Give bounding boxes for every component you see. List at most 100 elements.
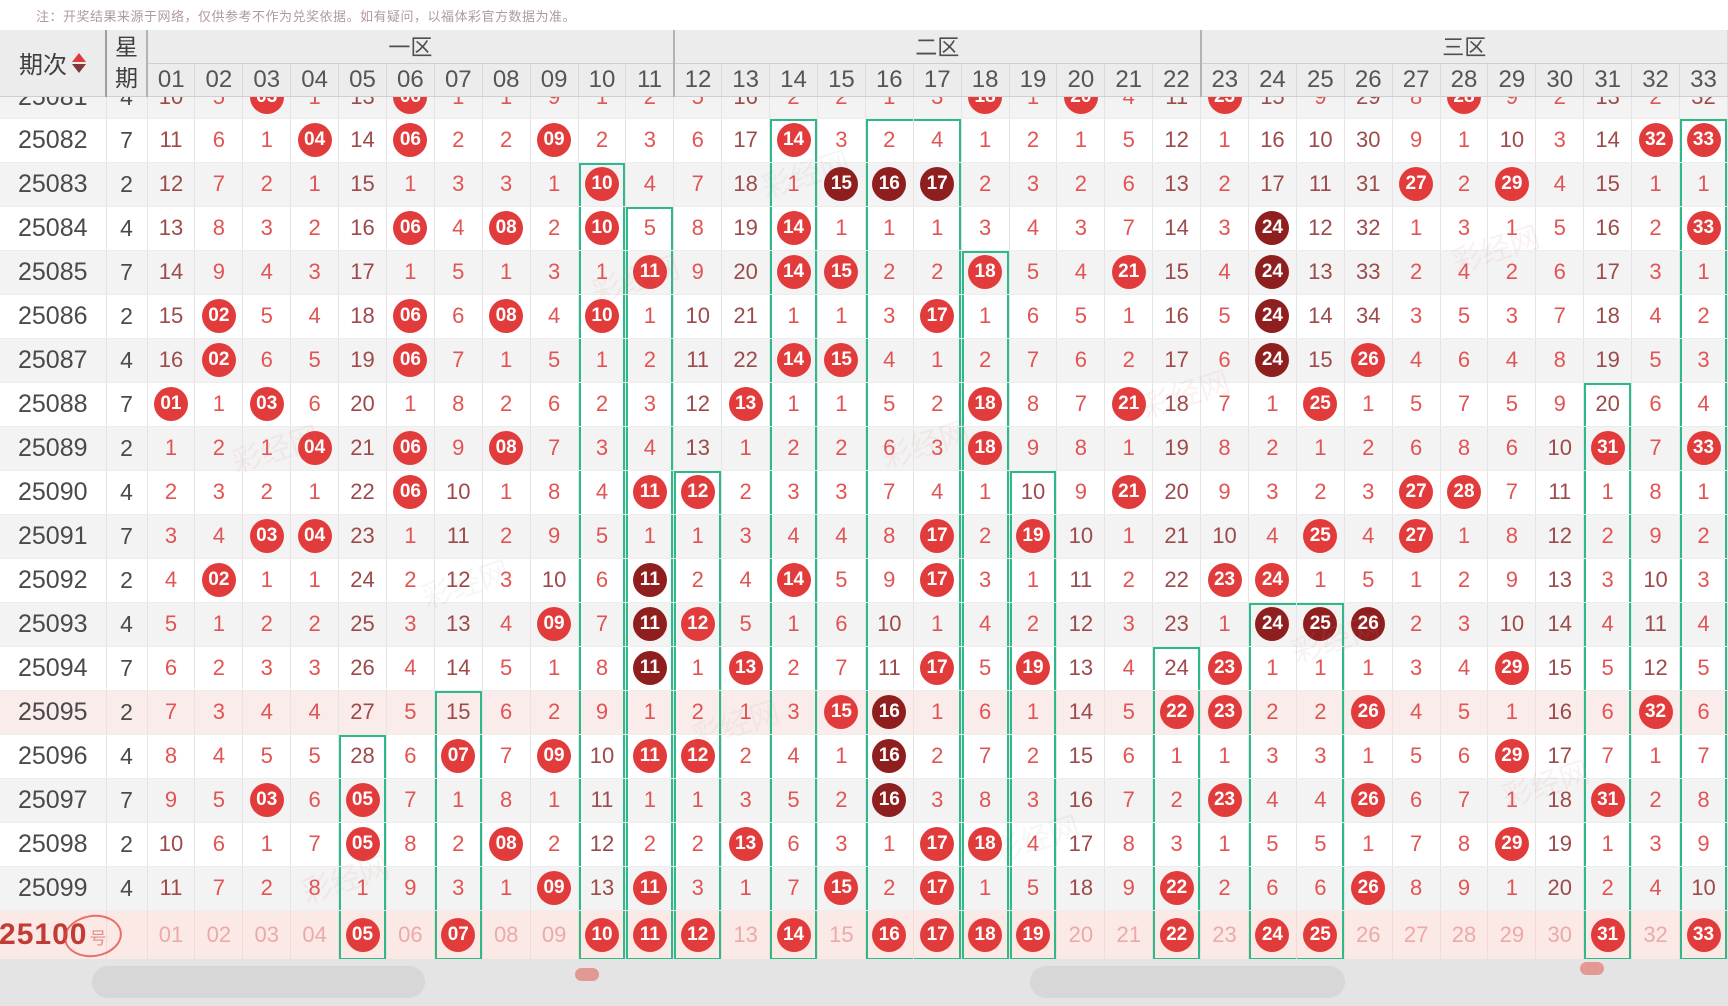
miss-count-cell: 16: [1248, 118, 1297, 163]
miss-count-cell: 1: [1104, 426, 1154, 471]
miss-count-cell: 1: [769, 162, 818, 207]
miss-count-cell: 2: [386, 558, 435, 603]
miss-count-cell: 3: [1009, 162, 1058, 207]
miss-count-cell: 10: [1631, 558, 1680, 603]
weekday-cell: 4: [106, 866, 148, 911]
miss-count-cell: 2: [1392, 250, 1441, 295]
miss-count-cell: 1: [913, 338, 962, 383]
miss-count-cell: 9: [673, 250, 723, 295]
column-header-28: 28: [1440, 63, 1489, 97]
miss-count-cell: 15: [1248, 96, 1297, 119]
drawn-ball-06: 06: [386, 338, 435, 383]
miss-count-cell: 8: [434, 382, 483, 427]
miss-count-cell: 3: [1009, 778, 1058, 823]
miss-count-cell: 3: [817, 822, 866, 867]
miss-count-cell: 10: [578, 734, 627, 779]
drawn-ball-12: 12: [673, 734, 723, 779]
drawn-ball-17: 17: [913, 514, 962, 559]
miss-count-cell: 2: [721, 734, 771, 779]
miss-count-cell: 2: [290, 602, 340, 647]
miss-count-cell: 31: [1344, 162, 1393, 207]
miss-count-cell: 4: [482, 602, 531, 647]
miss-count-cell: 10: [434, 470, 483, 515]
miss-count-cell: 5: [1392, 382, 1441, 427]
miss-count-cell: 5: [1487, 382, 1537, 427]
miss-count-cell: 2: [1104, 338, 1154, 383]
trend-row-25082: 25082 7 11 6 1 04 14 06 2 2 09 2 3 6 17 14 3 2 4 1 2 1 5 12 1 16 1…: [0, 118, 1728, 163]
period-cell: 25081: [0, 96, 107, 119]
sort-asc-icon[interactable]: [72, 52, 86, 62]
miss-count-cell: 3: [817, 470, 866, 515]
sort-arrows-icon[interactable]: [72, 52, 86, 73]
period-column-header[interactable]: 期次: [0, 30, 107, 97]
miss-count-cell: 3: [242, 646, 292, 691]
miss-count-cell: 9: [1392, 118, 1441, 163]
miss-count-cell: 1: [673, 514, 723, 559]
drawn-ball-18: 18: [961, 822, 1010, 867]
tracked-ball-24: 24: [1248, 910, 1297, 960]
tracked-ball-18: 18: [961, 910, 1010, 960]
miss-count-cell: 9: [434, 426, 483, 471]
drawn-ball-11: 11: [625, 734, 675, 779]
miss-count-cell: 1: [1009, 690, 1058, 735]
miss-count-cell: 5: [1104, 690, 1154, 735]
miss-count-cell: 1: [1679, 470, 1728, 515]
miss-count-cell: 2: [625, 338, 675, 383]
miss-count-cell: 3: [482, 558, 531, 603]
tracked-number-cell: 04: [290, 910, 340, 960]
drawn-ball-05: 05: [338, 822, 387, 867]
miss-count-cell: 8: [1535, 338, 1585, 383]
miss-count-cell: 1: [865, 96, 914, 119]
miss-count-cell: 5: [1583, 646, 1633, 691]
drawn-ball-17: 17: [913, 162, 962, 207]
miss-count-cell: 5: [242, 294, 292, 339]
miss-count-cell: 9: [147, 778, 196, 823]
miss-count-cell: 4: [147, 558, 196, 603]
miss-count-cell: 2: [530, 690, 579, 735]
miss-count-cell: 3: [1535, 118, 1585, 163]
miss-count-cell: 5: [290, 734, 340, 779]
miss-count-cell: 20: [338, 382, 387, 427]
tracked-number-cell: 29: [1487, 910, 1537, 960]
miss-count-cell: 2: [865, 118, 914, 163]
sort-desc-icon[interactable]: [72, 63, 86, 73]
miss-count-cell: 1: [817, 734, 866, 779]
miss-count-cell: 12: [673, 382, 723, 427]
miss-count-cell: 1: [482, 470, 531, 515]
miss-count-cell: 1: [290, 96, 340, 119]
drawn-ball-12: 12: [673, 602, 723, 647]
miss-count-cell: 2: [913, 250, 962, 295]
trend-row-25098: 25098 2 10 6 1 7 05 8 2 08 2 12 2 2 13 6 3 1 17 18 4 17 8 3 1 5 5 1…: [0, 822, 1728, 867]
miss-count-cell: 1: [1200, 602, 1249, 647]
miss-count-cell: 3: [1679, 558, 1728, 603]
miss-count-cell: 2: [1104, 558, 1154, 603]
miss-count-cell: 12: [147, 162, 196, 207]
miss-count-cell: 16: [1152, 294, 1202, 339]
tracked-ball-10: 10: [578, 910, 627, 960]
miss-count-cell: 8: [961, 778, 1010, 823]
drawn-ball-08: 08: [482, 822, 531, 867]
miss-count-cell: 14: [1583, 118, 1633, 163]
miss-count-cell: 3: [1631, 822, 1680, 867]
drawn-ball-18: 18: [961, 250, 1010, 295]
miss-count-cell: 16: [1583, 206, 1633, 251]
miss-count-cell: 10: [147, 822, 196, 867]
miss-count-cell: 20: [721, 250, 771, 295]
miss-count-cell: 4: [769, 734, 818, 779]
period-cell: 25096: [0, 734, 107, 779]
drawn-ball-08: 08: [482, 426, 531, 471]
drawn-ball-25: 25: [1296, 602, 1345, 647]
footer-pill-left: [92, 966, 425, 998]
miss-count-cell: 7: [530, 426, 579, 471]
miss-count-cell: 26: [338, 646, 387, 691]
miss-count-cell: 3: [769, 470, 818, 515]
miss-count-cell: 9: [1535, 382, 1585, 427]
weekday-cell-empty: [106, 910, 148, 960]
miss-count-cell: 5: [1631, 338, 1680, 383]
miss-count-cell: 5: [194, 96, 244, 119]
miss-count-cell: 5: [865, 382, 914, 427]
miss-count-cell: 2: [1009, 734, 1058, 779]
disclaimer-note: 注：开奖结果来源于网络，仅供参考不作为兑奖依据。如有疑问，以福体彩官方数据为准。: [0, 0, 1728, 30]
miss-count-cell: 1: [1296, 426, 1345, 471]
